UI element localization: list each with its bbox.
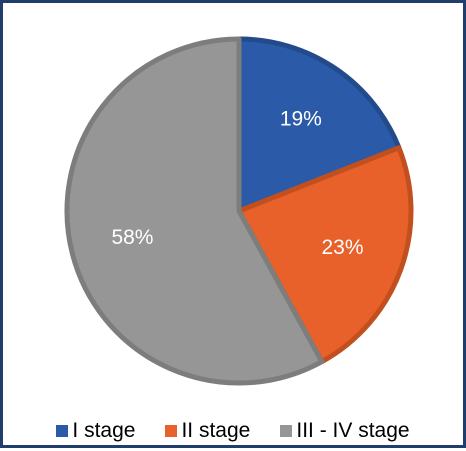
slice-label-2: 23% — [321, 236, 363, 259]
pie-slice-3 — [64, 36, 325, 386]
legend-swatch-1 — [56, 425, 69, 437]
legend-label-1: I stage — [72, 419, 136, 442]
pie-chart: 19% 23% 58% — [64, 36, 414, 386]
legend: I stage II stage III - IV stage — [3, 419, 463, 443]
slice-label-1: 19% — [280, 108, 322, 131]
slice-label-3: 58% — [111, 226, 153, 249]
legend-item-2: II stage — [165, 419, 250, 443]
legend-swatch-3 — [280, 425, 293, 437]
legend-label-3: III - IV stage — [296, 419, 410, 442]
legend-item-1: I stage — [56, 419, 135, 443]
pie-slice-1 — [236, 36, 402, 214]
legend-item-3: III - IV stage — [280, 419, 410, 443]
legend-label-2: II stage — [181, 419, 251, 442]
legend-swatch-2 — [165, 425, 178, 437]
pie-slice-2 — [236, 145, 414, 365]
